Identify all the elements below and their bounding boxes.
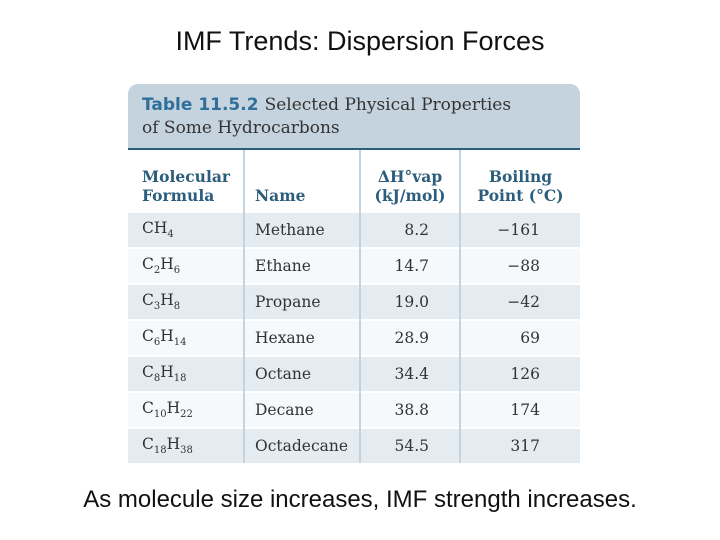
- formula-carbon-count: 6: [153, 337, 161, 349]
- column-header-formula: Molecular Formula: [128, 148, 244, 212]
- formula-hydrogen-count: 6: [173, 265, 181, 277]
- formula-carbon: C: [142, 291, 154, 310]
- header-divider: [128, 148, 580, 150]
- name-cell: Methane: [243, 211, 360, 248]
- table-row: C6H14 Hexane 28.9 69: [128, 319, 580, 356]
- formula-carbon-count: 3: [153, 301, 161, 313]
- formula-hydrogen: H: [166, 399, 181, 418]
- formula-carbon: C: [142, 363, 154, 382]
- formula-carbon-count: 8: [153, 373, 161, 385]
- formula-cell: C10H22: [128, 391, 244, 428]
- enthalpy-cell: 38.8: [359, 391, 460, 428]
- enthalpy-cell: 14.7: [359, 247, 460, 284]
- slide-title: IMF Trends: Dispersion Forces: [175, 26, 545, 56]
- boiling-point-cell: −42: [459, 283, 580, 320]
- boiling-point-cell: −88: [459, 247, 580, 284]
- bp-header-line2: Point (°C): [477, 186, 564, 205]
- table-row: CH4 Methane 8.2 −161: [128, 211, 580, 248]
- table-title-line1: Selected Physical Properties: [264, 95, 512, 115]
- column-header-row: Molecular Formula Name ΔH°vap (kJ/mol) Boi…: [128, 148, 580, 212]
- formula-carbon-count: 2: [153, 265, 161, 277]
- formula-hydrogen: H: [160, 327, 174, 346]
- boiling-point-cell: 317: [459, 427, 580, 463]
- enthalpy-cell: 54.5: [359, 427, 460, 463]
- formula-header-line2: Formula: [142, 186, 215, 205]
- formula-cell: C18H38: [128, 427, 244, 463]
- formula-hydrogen: H: [160, 363, 174, 382]
- formula-hydrogen: H: [153, 219, 168, 238]
- table-row: C3H8 Propane 19.0 −42: [128, 283, 580, 320]
- formula-carbon: C: [142, 435, 154, 454]
- enthalpy-header-line1: ΔH°vap: [377, 167, 443, 186]
- formula-hydrogen-count: 8: [173, 301, 181, 313]
- enthalpy-cell: 19.0: [359, 283, 460, 320]
- formula-cell: C6H14: [128, 319, 244, 356]
- boiling-point-cell: −161: [459, 211, 580, 248]
- table-caption: Table 11.5.2 Selected Physical Properties…: [128, 84, 580, 148]
- formula-header-line1: Molecular: [142, 167, 231, 186]
- formula-hydrogen-count: 38: [180, 445, 193, 457]
- formula-hydrogen-count: 18: [173, 373, 187, 385]
- enthalpy-cell: 34.4: [359, 355, 460, 392]
- formula-carbon-count: 18: [153, 445, 167, 457]
- table-row: C18H38 Octadecane 54.5 317: [128, 427, 580, 463]
- formula-hydrogen-count: 4: [167, 229, 174, 241]
- formula-hydrogen: H: [160, 291, 174, 310]
- table-row: C8H18 Octane 34.4 126: [128, 355, 580, 392]
- formula-hydrogen-count: 14: [173, 337, 187, 349]
- table-row: C10H22 Decane 38.8 174: [128, 391, 580, 428]
- column-header-enthalpy: ΔH°vap (kJ/mol): [359, 148, 460, 212]
- boiling-point-cell: 174: [459, 391, 580, 428]
- formula-carbon: C: [142, 219, 154, 238]
- name-cell: Decane: [243, 391, 360, 428]
- boiling-point-cell: 69: [459, 319, 580, 356]
- formula-carbon-count: 10: [153, 409, 167, 421]
- enthalpy-header-line2: (kJ/mol): [374, 186, 446, 205]
- enthalpy-cell: 28.9: [359, 319, 460, 356]
- formula-carbon: C: [142, 399, 154, 418]
- formula-cell: C2H6: [128, 247, 244, 284]
- slide-caption: As molecule size increases, IMF strength…: [83, 486, 637, 513]
- enthalpy-cell: 8.2: [359, 211, 460, 248]
- name-cell: Octane: [243, 355, 360, 392]
- formula-hydrogen-count: 22: [180, 409, 193, 421]
- formula-cell: CH4: [128, 211, 244, 248]
- data-table: Molecular Formula Name ΔH°vap (kJ/mol) Boi…: [128, 148, 580, 463]
- name-cell: Octadecane: [243, 427, 360, 463]
- formula-cell: C8H18: [128, 355, 244, 392]
- name-cell: Ethane: [243, 247, 360, 284]
- table-number: Table 11.5.2: [142, 95, 259, 115]
- table-row: C2H6 Ethane 14.7 −88: [128, 247, 580, 284]
- formula-carbon: C: [142, 327, 154, 346]
- table-title-line2: of Some Hydrocarbons: [142, 118, 340, 138]
- formula-carbon: C: [142, 255, 154, 274]
- hydrocarbon-table: Table 11.5.2 Selected Physical Properties…: [128, 84, 580, 470]
- formula-hydrogen: H: [166, 435, 181, 454]
- name-cell: Propane: [243, 283, 360, 320]
- boiling-point-cell: 126: [459, 355, 580, 392]
- bp-header-line1: Boiling: [488, 167, 553, 186]
- column-header-boiling-point: Boiling Point (°C): [459, 148, 580, 212]
- column-header-name: Name: [243, 148, 360, 212]
- formula-hydrogen: H: [160, 255, 174, 274]
- formula-cell: C3H8: [128, 283, 244, 320]
- name-cell: Hexane: [243, 319, 360, 356]
